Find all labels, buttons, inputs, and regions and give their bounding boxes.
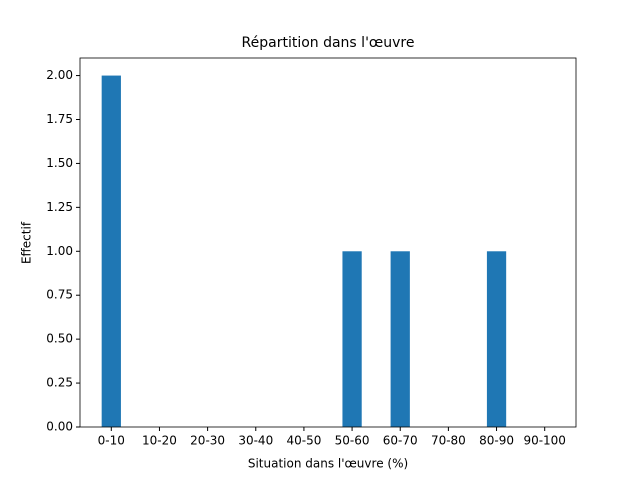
x-tick-label: 70-80 (431, 434, 466, 448)
y-tick-label: 2.00 (46, 68, 73, 82)
y-axis-label: Effectif (20, 221, 34, 264)
y-tick-label: 1.00 (46, 244, 73, 258)
x-tick-label: 30-40 (238, 434, 273, 448)
x-tick-label: 0-10 (98, 434, 125, 448)
y-tick-label: 0.75 (46, 288, 73, 302)
bar (390, 251, 410, 427)
y-tick-label: 1.75 (46, 112, 73, 126)
y-tick-label: 0.50 (46, 332, 73, 346)
x-tick-label: 10-20 (142, 434, 177, 448)
x-tick-label: 60-70 (383, 434, 418, 448)
x-tick-label: 40-50 (286, 434, 321, 448)
x-tick-label: 50-60 (335, 434, 370, 448)
y-tick-label: 1.25 (46, 200, 73, 214)
x-tick-label: 90-100 (523, 434, 566, 448)
x-tick-label: 20-30 (190, 434, 225, 448)
bar (101, 75, 121, 428)
chart-title: Répartition dans l'œuvre (242, 35, 415, 51)
plot-frame (79, 57, 577, 428)
bar (342, 251, 362, 427)
bar (486, 251, 507, 427)
y-tick-label: 0.25 (46, 376, 73, 390)
y-tick-label: 1.50 (46, 156, 73, 170)
y-tick-label: 0.00 (46, 420, 73, 434)
x-tick-label: 80-90 (479, 434, 514, 448)
x-axis-label: Situation dans l'œuvre (%) (248, 457, 408, 471)
